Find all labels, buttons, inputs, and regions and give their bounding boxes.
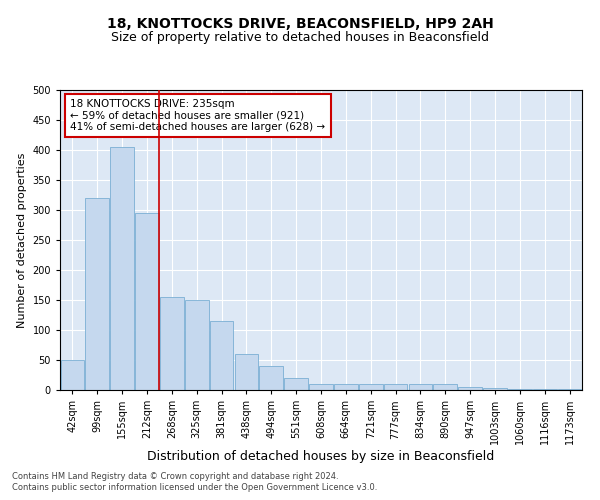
Bar — [334, 384, 358, 390]
Bar — [185, 300, 209, 390]
Bar — [61, 360, 84, 390]
Text: Size of property relative to detached houses in Beaconsfield: Size of property relative to detached ho… — [111, 31, 489, 44]
Bar — [508, 389, 532, 390]
Text: 18 KNOTTOCKS DRIVE: 235sqm
← 59% of detached houses are smaller (921)
41% of sem: 18 KNOTTOCKS DRIVE: 235sqm ← 59% of deta… — [70, 99, 326, 132]
Text: 18, KNOTTOCKS DRIVE, BEACONSFIELD, HP9 2AH: 18, KNOTTOCKS DRIVE, BEACONSFIELD, HP9 2… — [107, 18, 493, 32]
Bar — [235, 354, 258, 390]
Bar — [259, 366, 283, 390]
Bar — [110, 147, 134, 390]
Bar — [558, 389, 581, 390]
Bar — [160, 297, 184, 390]
Bar — [210, 321, 233, 390]
Bar — [533, 389, 557, 390]
X-axis label: Distribution of detached houses by size in Beaconsfield: Distribution of detached houses by size … — [148, 450, 494, 463]
Text: Contains HM Land Registry data © Crown copyright and database right 2024.: Contains HM Land Registry data © Crown c… — [12, 472, 338, 481]
Bar — [384, 384, 407, 390]
Bar — [284, 378, 308, 390]
Bar — [458, 387, 482, 390]
Bar — [409, 384, 432, 390]
Bar — [85, 198, 109, 390]
Bar — [483, 388, 507, 390]
Y-axis label: Number of detached properties: Number of detached properties — [17, 152, 27, 328]
Text: Contains public sector information licensed under the Open Government Licence v3: Contains public sector information licen… — [12, 484, 377, 492]
Bar — [309, 384, 333, 390]
Bar — [135, 213, 159, 390]
Bar — [433, 384, 457, 390]
Bar — [359, 384, 383, 390]
